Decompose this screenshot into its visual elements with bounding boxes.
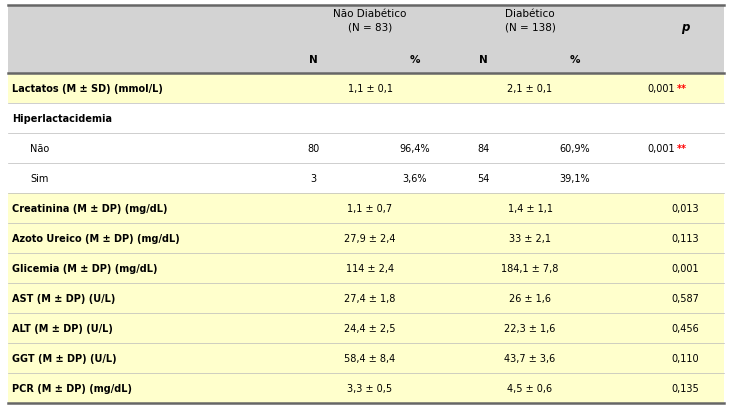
Bar [8, 343, 724, 373]
Text: 4,5 ± 0,6: 4,5 ± 0,6 [507, 383, 553, 393]
Text: 0,587: 0,587 [671, 293, 699, 303]
Text: Lactatos (M ± SD) (mmol/L): Lactatos (M ± SD) (mmol/L) [12, 84, 163, 94]
Text: **: ** [677, 84, 687, 94]
Text: %: % [569, 55, 580, 65]
Text: 114 ± 2,4: 114 ± 2,4 [346, 263, 394, 273]
Text: 26 ± 1,6: 26 ± 1,6 [509, 293, 551, 303]
Text: **: ** [677, 144, 687, 154]
Text: Hiperlactacidemia: Hiperlactacidemia [12, 114, 112, 124]
Text: 0,001: 0,001 [647, 144, 675, 154]
Text: N: N [479, 55, 488, 65]
Text: Não: Não [30, 144, 49, 154]
Text: 0,113: 0,113 [671, 234, 699, 243]
Bar [8, 193, 724, 223]
Bar [8, 104, 724, 134]
Text: 33 ± 2,1: 33 ± 2,1 [509, 234, 551, 243]
Text: 54: 54 [477, 173, 489, 184]
Text: 43,7 ± 3,6: 43,7 ± 3,6 [504, 353, 556, 363]
Bar [8, 223, 724, 254]
Text: N: N [309, 55, 318, 65]
Text: ALT (M ± DP) (U/L): ALT (M ± DP) (U/L) [12, 323, 113, 333]
Text: 0,013: 0,013 [671, 204, 699, 213]
Text: 0,001: 0,001 [647, 84, 675, 94]
Text: 1,4 ± 1,1: 1,4 ± 1,1 [507, 204, 553, 213]
Text: 3,6%: 3,6% [403, 173, 427, 184]
Text: 96,4%: 96,4% [400, 144, 430, 154]
Text: 0,135: 0,135 [671, 383, 699, 393]
Text: 1,1 ± 0,1: 1,1 ± 0,1 [348, 84, 392, 94]
Text: 0,110: 0,110 [671, 353, 699, 363]
Bar [8, 283, 724, 313]
Text: Diabético
(N = 138): Diabético (N = 138) [504, 9, 556, 32]
Text: 0,001: 0,001 [671, 263, 699, 273]
Text: Não Diabético
(N = 83): Não Diabético (N = 83) [333, 9, 407, 32]
Text: 80: 80 [307, 144, 319, 154]
Text: Glicemia (M ± DP) (mg/dL): Glicemia (M ± DP) (mg/dL) [12, 263, 157, 273]
Text: 24,4 ± 2,5: 24,4 ± 2,5 [344, 323, 396, 333]
Text: %: % [410, 55, 420, 65]
Text: 3: 3 [310, 173, 316, 184]
Text: p: p [681, 21, 690, 34]
Text: 58,4 ± 8,4: 58,4 ± 8,4 [344, 353, 395, 363]
Text: 27,9 ± 2,4: 27,9 ± 2,4 [344, 234, 396, 243]
Text: Creatinina (M ± DP) (mg/dL): Creatinina (M ± DP) (mg/dL) [12, 204, 168, 213]
Text: AST (M ± DP) (U/L): AST (M ± DP) (U/L) [12, 293, 116, 303]
Bar [8, 254, 724, 283]
Text: 2,1 ± 0,1: 2,1 ± 0,1 [507, 84, 553, 94]
Bar [8, 164, 724, 193]
Text: 1,1 ± 0,7: 1,1 ± 0,7 [348, 204, 392, 213]
Bar [8, 313, 724, 343]
Text: 84: 84 [477, 144, 489, 154]
Text: 22,3 ± 1,6: 22,3 ± 1,6 [504, 323, 556, 333]
Text: 0,456: 0,456 [671, 323, 699, 333]
Text: 184,1 ± 7,8: 184,1 ± 7,8 [501, 263, 559, 273]
Text: PCR (M ± DP) (mg/dL): PCR (M ± DP) (mg/dL) [12, 383, 132, 393]
Text: Azoto Ureico (M ± DP) (mg/dL): Azoto Ureico (M ± DP) (mg/dL) [12, 234, 180, 243]
Text: GGT (M ± DP) (U/L): GGT (M ± DP) (U/L) [12, 353, 116, 363]
Text: Sim: Sim [30, 173, 48, 184]
Bar [8, 6, 724, 74]
Text: 27,4 ± 1,8: 27,4 ± 1,8 [344, 293, 396, 303]
Text: 3,3 ± 0,5: 3,3 ± 0,5 [348, 383, 392, 393]
Bar [8, 373, 724, 403]
Bar [8, 134, 724, 164]
Bar [8, 74, 724, 104]
Text: 60,9%: 60,9% [560, 144, 590, 154]
Text: 39,1%: 39,1% [560, 173, 590, 184]
